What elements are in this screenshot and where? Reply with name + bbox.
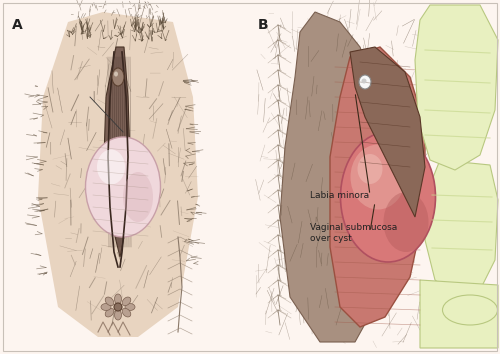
Polygon shape	[104, 47, 130, 257]
Polygon shape	[330, 47, 425, 327]
Text: A: A	[12, 18, 23, 32]
Ellipse shape	[122, 308, 131, 317]
Ellipse shape	[384, 192, 428, 252]
Polygon shape	[425, 160, 498, 295]
Text: Labia minora: Labia minora	[310, 190, 369, 200]
Ellipse shape	[105, 308, 114, 317]
Ellipse shape	[97, 149, 125, 184]
Polygon shape	[350, 47, 425, 217]
Ellipse shape	[350, 144, 406, 210]
Text: Vaginal submucosa: Vaginal submucosa	[310, 223, 397, 232]
Ellipse shape	[114, 310, 121, 320]
Text: over cyst: over cyst	[310, 234, 352, 243]
Ellipse shape	[123, 172, 153, 222]
Ellipse shape	[340, 132, 436, 262]
Ellipse shape	[358, 154, 382, 184]
Ellipse shape	[362, 79, 366, 84]
Ellipse shape	[105, 297, 114, 306]
Ellipse shape	[359, 75, 371, 89]
Ellipse shape	[125, 303, 135, 310]
Ellipse shape	[114, 294, 121, 304]
Ellipse shape	[86, 137, 160, 237]
Ellipse shape	[442, 295, 498, 325]
Bar	[248, 3, 497, 351]
Ellipse shape	[122, 297, 131, 306]
Polygon shape	[415, 5, 498, 170]
Ellipse shape	[112, 68, 124, 86]
Polygon shape	[420, 280, 498, 348]
Ellipse shape	[114, 303, 122, 311]
Polygon shape	[280, 12, 390, 342]
Ellipse shape	[114, 72, 118, 76]
Text: B: B	[258, 18, 268, 32]
Ellipse shape	[101, 303, 111, 310]
Polygon shape	[38, 12, 198, 337]
